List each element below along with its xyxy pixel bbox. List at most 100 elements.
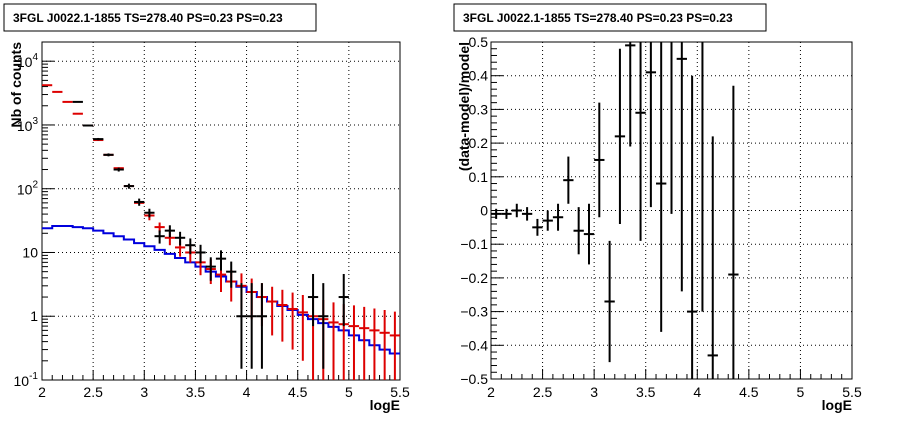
residual-point bbox=[563, 156, 574, 204]
model-point bbox=[379, 310, 390, 380]
data-point bbox=[256, 283, 268, 369]
counts-title: 3FGL J0022.1-1855 TS=278.40 PS=0.23 PS=0… bbox=[13, 11, 283, 25]
counts-y-tick-label: 103 bbox=[17, 116, 39, 134]
counts-x-axis-title: logE bbox=[370, 397, 400, 413]
data-point bbox=[246, 283, 257, 369]
counts-x-tick-label: 5.5 bbox=[390, 384, 410, 400]
model-point bbox=[277, 289, 288, 342]
residual-y-tick-label: 0 bbox=[480, 203, 488, 219]
data-point bbox=[72, 100, 83, 103]
residual-point bbox=[676, 42, 687, 292]
counts-x-tick-label: 4.5 bbox=[288, 384, 308, 400]
residual-y-tick-label: 0.5 bbox=[469, 34, 489, 50]
residual-x-tick-label: 4.5 bbox=[739, 384, 759, 400]
residual-title-box bbox=[453, 3, 767, 32]
residual-point bbox=[552, 203, 564, 231]
residual-x-tick-label: 4 bbox=[693, 384, 701, 400]
counts-y-tick-label: 1 bbox=[30, 308, 38, 324]
counts-x-tick-label: 2 bbox=[38, 384, 46, 400]
data-point bbox=[226, 261, 237, 288]
data-point bbox=[164, 225, 175, 238]
counts-grid bbox=[42, 42, 400, 380]
data-point bbox=[123, 183, 135, 189]
residual-point bbox=[656, 42, 667, 332]
residual-x-tick-label: 3.5 bbox=[636, 384, 656, 400]
residual-y-axis-title: (data-model)/model bbox=[456, 42, 472, 171]
residual-point bbox=[583, 203, 595, 265]
residual-point bbox=[614, 48, 626, 224]
residual-point bbox=[511, 203, 522, 218]
residual-x-tick-label: 5 bbox=[797, 384, 805, 400]
residual-point bbox=[728, 85, 739, 379]
residual-y-tick-label: 0.2 bbox=[469, 135, 489, 151]
residual-point bbox=[542, 210, 553, 231]
data-point bbox=[113, 167, 124, 172]
data-point bbox=[185, 238, 196, 255]
model-point bbox=[369, 308, 380, 380]
residual-point bbox=[594, 102, 605, 218]
residual-x-tick-label: 5.5 bbox=[842, 384, 862, 400]
residual-title: 3FGL J0022.1-1855 TS=278.40 PS=0.23 PS=0… bbox=[463, 11, 733, 25]
residual-y-tick-label: −0.3 bbox=[460, 304, 488, 320]
residual-point bbox=[532, 218, 543, 236]
residual-point bbox=[604, 240, 615, 363]
counts-x-tick-label: 3 bbox=[140, 384, 148, 400]
model-point bbox=[389, 311, 400, 380]
model-point bbox=[267, 286, 278, 336]
data-point bbox=[103, 153, 114, 157]
model-point bbox=[359, 306, 370, 380]
counts-y-axis-title: Nb of counts bbox=[8, 42, 24, 128]
residual-grid bbox=[491, 42, 852, 379]
data-point bbox=[215, 250, 227, 271]
data-point bbox=[174, 231, 186, 246]
residual-marks bbox=[491, 42, 739, 379]
residual-y-tick-label: −0.1 bbox=[460, 236, 488, 252]
model-point bbox=[328, 302, 339, 380]
data-point bbox=[236, 283, 247, 369]
residual-point bbox=[635, 42, 646, 241]
residual-ticks: 2 2.5 3 3.5 4 4.5 5 5.5 −0.5 −0.4 −0.3 −0.2 −0.1 0 0.1… bbox=[460, 34, 862, 400]
counts-x-tick-label: 5 bbox=[345, 384, 353, 400]
model-step-line bbox=[42, 225, 400, 355]
residual-point bbox=[625, 42, 636, 147]
residual-y-tick-label: 0.1 bbox=[469, 169, 489, 185]
counts-y-tick-label: 102 bbox=[17, 180, 39, 198]
residual-y-tick-label: −0.2 bbox=[460, 270, 488, 286]
data-point bbox=[318, 283, 329, 369]
counts-y-tick-label: 10 bbox=[22, 244, 38, 260]
data-point bbox=[93, 137, 104, 141]
residual-point bbox=[573, 207, 584, 255]
counts-x-tick-label: 4 bbox=[243, 384, 251, 400]
model-point bbox=[297, 295, 308, 361]
residual-point bbox=[707, 136, 718, 379]
data-point bbox=[338, 273, 349, 327]
counts-ticks: 2 2.5 3 3.5 4 4.5 5 5.5 10-1 1 10 102 103 104 bbox=[14, 52, 410, 400]
data-point bbox=[195, 244, 206, 264]
residual-y-tick-label: 0.3 bbox=[469, 101, 489, 117]
residual-x-tick-label: 2.5 bbox=[533, 384, 553, 400]
residual-x-axis-title: logE bbox=[822, 397, 852, 413]
data-point bbox=[307, 273, 319, 327]
model-point bbox=[348, 305, 360, 380]
residual-point bbox=[686, 75, 698, 379]
data-point bbox=[205, 257, 216, 281]
counts-y-tick-label: 104 bbox=[17, 52, 39, 70]
residual-y-tick-label: −0.4 bbox=[460, 337, 488, 353]
residual-point bbox=[645, 42, 657, 208]
residual-point bbox=[521, 207, 533, 221]
counts-x-tick-label: 3.5 bbox=[186, 384, 206, 400]
residual-x-tick-label: 2 bbox=[487, 384, 495, 400]
counts-marks bbox=[42, 84, 400, 380]
counts-panel: 2 2.5 3 3.5 4 4.5 5 5.5 10-1 1 10 102 103 104 3FGL J0… bbox=[3, 3, 410, 413]
data-point bbox=[134, 198, 145, 206]
data-point bbox=[144, 208, 155, 218]
counts-y-tick-label: 10-1 bbox=[14, 371, 39, 389]
residual-panel: 2 2.5 3 3.5 4 4.5 5 5.5 −0.5 −0.4 −0.3 −0.2 −0.1 0 0.1… bbox=[453, 3, 862, 413]
data-point bbox=[82, 124, 94, 127]
residual-point bbox=[501, 208, 512, 219]
data-point bbox=[154, 230, 165, 244]
residual-x-tick-label: 3 bbox=[590, 384, 598, 400]
model-point bbox=[287, 292, 298, 350]
residual-y-tick-label: −0.5 bbox=[460, 371, 488, 387]
